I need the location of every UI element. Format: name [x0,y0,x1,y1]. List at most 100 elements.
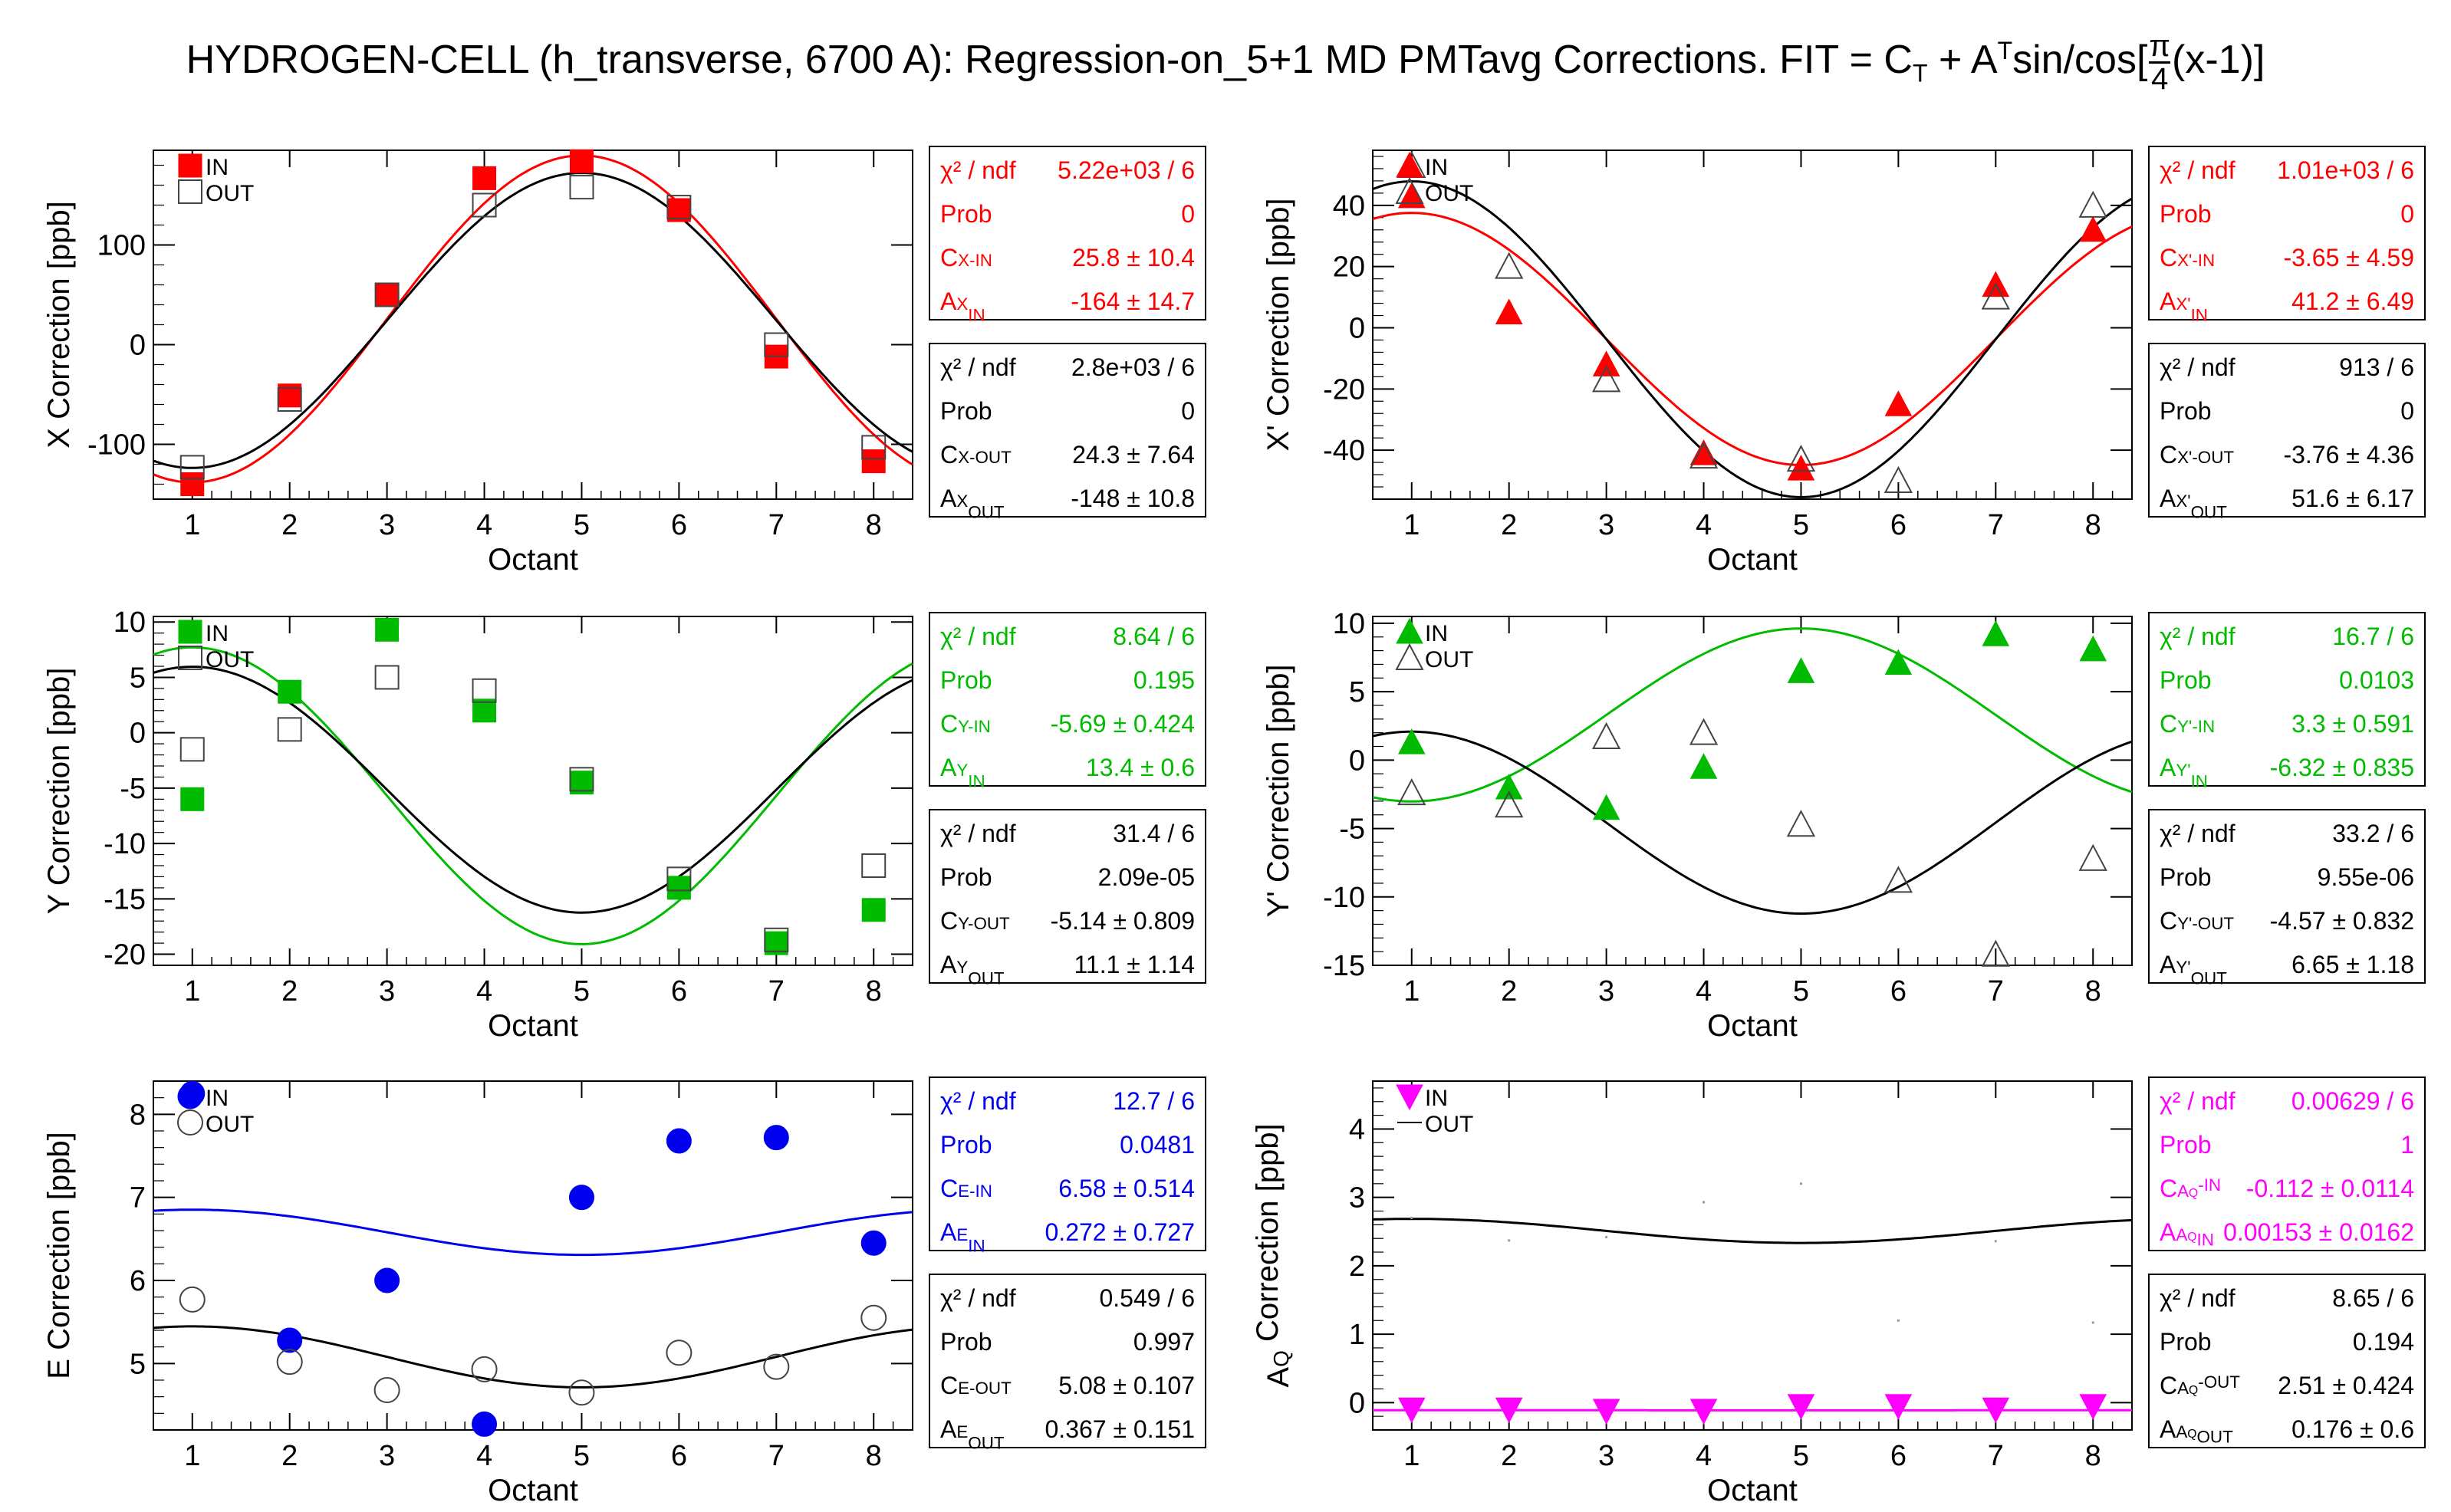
stats-label: CE-IN​ [940,1175,992,1202]
x-axis-label: Octant [488,1474,578,1507]
x-tick-label: 6 [671,975,687,1007]
x-tick-label: 7 [768,1440,785,1472]
y-axis-label: X' Correction [ppb] [1262,198,1295,451]
stats-value: 1 [2400,1131,2414,1159]
y-tick-label: -20 [1323,373,1365,406]
stats-value: 6.58 ± 0.514 [1058,1175,1195,1202]
stats-box-out [929,809,1206,984]
data-point-in [1689,753,1718,779]
stats-label: AY'​OUT​ [2160,951,2227,988]
data-point-out [374,282,400,307]
legend-label-in: IN [1425,621,1448,646]
x-axis-label: Octant [1707,1474,1798,1507]
stats-label: Prob [2160,1131,2212,1159]
x-tick-label: 7 [768,509,785,541]
y-tick-label: 4 [1349,1113,1365,1146]
stats-value: 2.09e-05 [1098,863,1195,891]
legend-label-in: IN [206,155,229,180]
data-point-in [375,283,400,307]
x-tick-label: 8 [2085,975,2101,1007]
data-point-in [569,149,594,173]
y-tick-label: 100 [97,230,146,262]
legend-label-out: OUT [206,647,254,672]
y-tick-label: 7 [130,1182,146,1215]
data-point-in [180,472,205,496]
data-point-out [860,1304,887,1331]
data-point-out [666,1339,693,1366]
x-tick-label: 5 [574,509,590,541]
data-point-in [472,1411,498,1437]
data-point-out [277,387,302,412]
stats-value: 33.2 / 6 [2332,820,2414,847]
data-point-in [666,198,691,222]
x-tick-label: 5 [574,975,590,1007]
stats-label: χ² / ndf [940,623,1016,650]
y-tick-label: 0 [130,330,146,362]
data-point-out [2091,1321,2094,1324]
stats-label: AY​OUT​ [940,951,1005,988]
x-tick-label: 6 [1890,509,1907,541]
fit-curve-out [153,171,913,469]
stats-label: CX'-OUT​ [2160,441,2234,468]
data-point-out [1689,441,1719,469]
data-point-in [1495,773,1523,800]
stats-label: AX'​IN​ [2160,288,2208,324]
y-tick-label: 10 [1333,608,1365,640]
stats-box-out [2148,1274,2426,1448]
x-axis-label: Octant [1707,1009,1798,1043]
data-point-in [861,449,886,474]
plot-frame [153,616,913,966]
stats-label: Prob [2160,397,2212,425]
data-point-out [666,866,692,892]
data-point-out [472,678,497,703]
data-point-out [764,927,789,952]
x-tick-label: 3 [379,975,395,1007]
data-point-out [861,853,887,878]
data-point-out [861,435,887,460]
stats-value: 0 [1181,200,1195,228]
legend-marker-in [1396,617,1423,644]
stats-label: Prob [940,1131,992,1159]
stats-label: CX-IN​ [940,244,992,271]
legend-marker-out [177,1109,203,1136]
y-tick-label: -10 [1323,882,1365,914]
stats-value: 12.7 / 6 [1113,1087,1195,1115]
fit-curve-in [153,154,913,484]
data-point-out [1495,791,1524,818]
x-tick-label: 4 [1696,1440,1712,1472]
data-point-in [375,617,400,642]
legend-marker-out [178,179,202,204]
stats-value: 3.3 ± 0.591 [2291,710,2414,738]
data-point-in [277,1327,303,1353]
stats-value: 6.65 ± 1.18 [2291,951,2414,978]
legend-label-out: OUT [1425,181,1473,206]
data-point-out [1897,1319,1900,1322]
data-point-in [1689,1399,1718,1425]
legend-label-out: OUT [206,181,254,206]
x-tick-label: 4 [476,509,492,541]
stats-label: AY​IN​ [940,754,985,791]
data-point-in [1787,657,1815,683]
plot-frame [1372,616,2133,966]
data-point-out [179,455,205,480]
y-tick-label: 20 [1333,251,1365,284]
plot-frame [153,150,913,500]
data-point-out [1591,721,1621,750]
stats-label: χ² / ndf [940,1284,1016,1312]
data-point-in [1884,390,1913,416]
y-tick-label: -100 [87,429,146,462]
stats-value: 2.51 ± 0.424 [2278,1372,2414,1399]
stats-value: -148 ± 10.8 [1071,485,1195,512]
stats-value: -6.32 ± 0.835 [2270,754,2414,781]
data-point-out [1495,251,1524,279]
stats-label: χ² / ndf [940,1087,1016,1115]
plot-frame [1372,150,2133,500]
stats-value: 51.6 ± 6.17 [2291,485,2414,512]
fit-curve-in [1372,212,2133,467]
data-point-in [666,1128,692,1154]
legend-marker-in [178,620,202,644]
data-point-out [179,737,205,762]
stats-label: AE​IN​ [940,1218,985,1255]
